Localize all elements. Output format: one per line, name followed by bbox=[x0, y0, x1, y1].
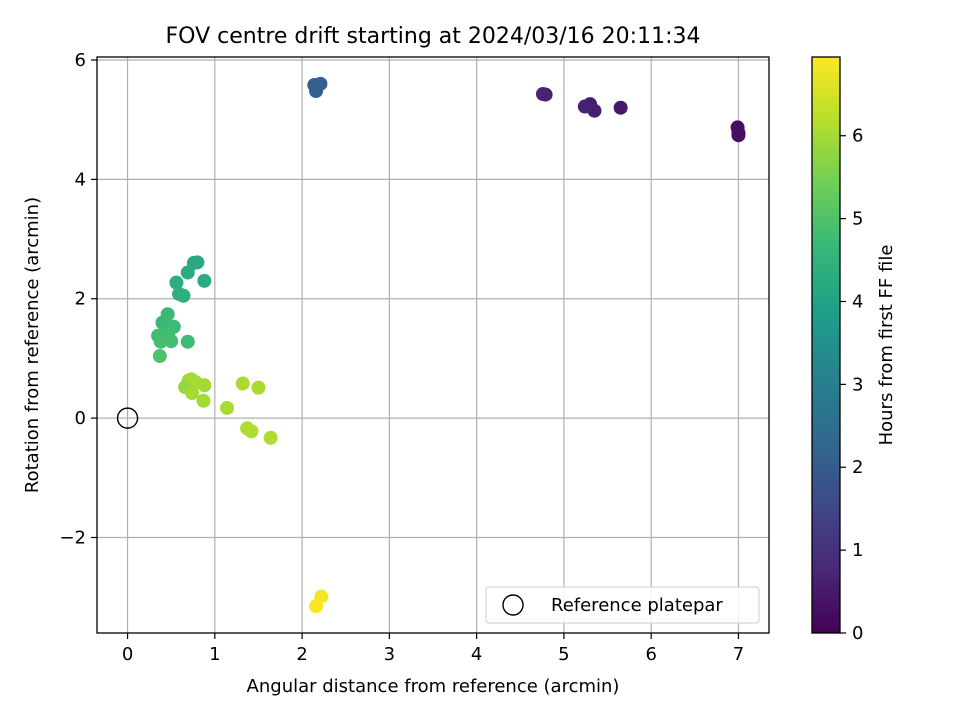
x-tick-label: 5 bbox=[558, 644, 569, 665]
plot-frame bbox=[96, 56, 770, 634]
colorbar-tick-label: 1 bbox=[852, 540, 863, 561]
data-point bbox=[244, 424, 259, 439]
colorbar-ticks: 0 1 2 3 4 5 6 bbox=[840, 126, 863, 644]
x-tick-label: 2 bbox=[296, 644, 307, 665]
data-point bbox=[197, 273, 212, 288]
data-point bbox=[153, 334, 168, 349]
reference-layer bbox=[116, 407, 139, 429]
reference-platepar-marker bbox=[116, 407, 139, 429]
colorbar bbox=[811, 56, 841, 634]
data-point bbox=[251, 380, 266, 395]
x-tick-label: 1 bbox=[209, 644, 220, 665]
data-point bbox=[235, 376, 250, 391]
data-point bbox=[180, 265, 195, 280]
legend-box bbox=[485, 586, 760, 624]
y-axis-ticks: −2 0 2 4 6 bbox=[59, 50, 97, 548]
data-point bbox=[535, 87, 550, 102]
data-point bbox=[176, 288, 191, 303]
data-point bbox=[309, 599, 324, 614]
legend-marker bbox=[502, 594, 524, 616]
y-tick-label: 2 bbox=[75, 289, 86, 310]
x-tick-label: 3 bbox=[384, 644, 395, 665]
colorbar-label: Hours from first FF file bbox=[876, 245, 897, 446]
data-point bbox=[197, 378, 212, 393]
colorbar-tick-label: 3 bbox=[852, 374, 863, 395]
x-tick-label: 4 bbox=[471, 644, 482, 665]
y-tick-label: −2 bbox=[59, 527, 86, 548]
data-point bbox=[613, 100, 628, 115]
legend-label: Reference platepar bbox=[551, 595, 723, 616]
data-point bbox=[180, 334, 195, 349]
data-points bbox=[151, 76, 746, 614]
grid bbox=[97, 57, 769, 633]
data-point bbox=[577, 99, 592, 114]
data-point bbox=[196, 393, 211, 408]
data-point bbox=[263, 430, 278, 445]
data-point bbox=[152, 349, 167, 364]
colorbar-tick-label: 0 bbox=[852, 623, 863, 644]
x-tick-label: 0 bbox=[122, 644, 133, 665]
data-point bbox=[164, 334, 179, 349]
data-point bbox=[731, 128, 746, 143]
x-axis-label: Angular distance from reference (arcmin) bbox=[247, 676, 620, 697]
colorbar-tick-label: 6 bbox=[852, 126, 863, 147]
data-point bbox=[185, 386, 200, 401]
colorbar-tick-label: 2 bbox=[852, 457, 863, 478]
chart-title: FOV centre drift starting at 2024/03/16 … bbox=[166, 24, 701, 49]
plot-area bbox=[97, 57, 769, 633]
data-point bbox=[169, 275, 184, 290]
legend: Reference platepar bbox=[485, 586, 760, 624]
y-axis-label: Rotation from reference (arcmin) bbox=[22, 197, 43, 493]
x-tick-label: 7 bbox=[733, 644, 744, 665]
x-axis-ticks: 0 1 2 3 4 5 6 7 bbox=[122, 633, 744, 665]
y-tick-label: 0 bbox=[75, 408, 86, 429]
data-point bbox=[309, 84, 324, 99]
colorbar-tick-label: 5 bbox=[852, 209, 863, 230]
data-point bbox=[220, 400, 235, 415]
y-tick-label: 6 bbox=[75, 50, 86, 71]
y-tick-label: 4 bbox=[75, 169, 86, 190]
x-tick-label: 6 bbox=[645, 644, 656, 665]
colorbar-tick-label: 4 bbox=[852, 291, 863, 312]
